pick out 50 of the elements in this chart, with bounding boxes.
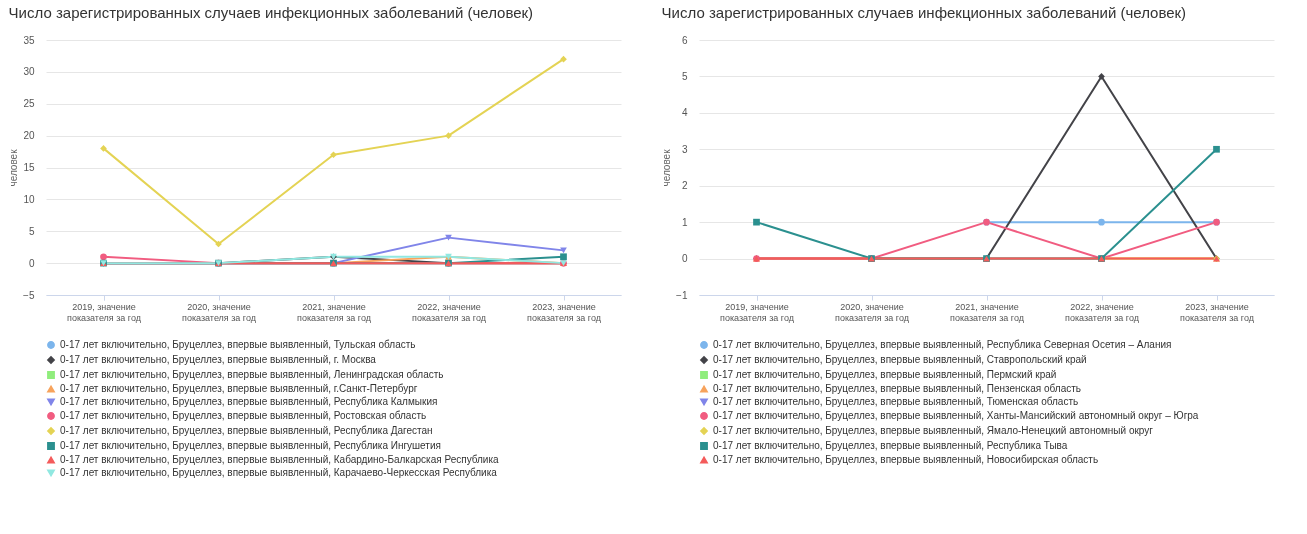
legend-label: 0-17 лет включительно, Бруцеллез, впервые выявленный, Ростовская область	[60, 410, 427, 421]
y-tick-label: 2	[681, 180, 688, 192]
x-tick-label: 2020, значение показателя за год	[182, 301, 257, 323]
legend-label: 0-17 лет включительно, Бруцеллез, впервые выявленный, Республика Северная Осетия – Алания	[713, 339, 1172, 350]
legend-label: 0-17 лет включительно, Бруцеллез, впервые выявленный, Республика Тыва	[713, 440, 1068, 451]
legend-label: 0-17 лет включительно, Бруцеллез, впервые выявленный, Ленинградская область	[60, 369, 444, 380]
legend-label: 0-17 лет включительно, Бруцеллез, впервые выявленный, Ставропольский край	[713, 354, 1087, 365]
legend-label: 0-17 лет включительно, Бруцеллез, впервые выявленный, г. Москва	[60, 354, 377, 365]
x-tick-label: 2022, значение показателя за год	[1065, 301, 1140, 323]
y-tick-label: 5	[681, 70, 688, 82]
legend-label: 0-17 лет включительно, Бруцеллез, впервые выявленный, Ямало-Ненецкий автономный округ	[713, 425, 1154, 436]
x-tick-label: 2023, значение показателя за год	[1180, 301, 1255, 323]
y-tick-label: 25	[23, 98, 35, 110]
chart-title: Число зарегистрированных случаев инфекционных заболеваний (человек)	[661, 4, 1187, 21]
x-tick-label: 2020, значение показателя за год	[835, 301, 910, 323]
x-tick-label: 2021, значение показателя за год	[297, 301, 372, 323]
y-tick-label: 20	[23, 130, 35, 142]
y-tick-label: 3	[681, 143, 688, 155]
legend-label: 0-17 лет включительно, Бруцеллез, впервые выявленный, Новосибирская область	[713, 454, 1099, 465]
legend-label: 0-17 лет включительно, Бруцеллез, впервые выявленный, Кабардино-Балкарская Республика	[60, 454, 500, 465]
x-tick-label: 2023, значение показателя за год	[527, 301, 602, 323]
y-tick-label: −1	[676, 289, 688, 301]
y-tick-label: 10	[23, 193, 35, 205]
y-tick-label: 6	[681, 34, 688, 46]
legend-label: 0-17 лет включительно, Бруцеллез, впервые выявленный, Карачаево-Черкесская Республика	[60, 467, 498, 478]
y-axis-title: человек	[8, 148, 20, 187]
y-tick-label: 0	[681, 253, 688, 265]
y-tick-label: 1	[681, 216, 688, 228]
y-tick-label: 0	[28, 257, 35, 269]
y-tick-label: 35	[23, 34, 35, 46]
legend-label: 0-17 лет включительно, Бруцеллез, впервые выявленный, Ханты-Мансийский автономный округ – Югра	[713, 410, 1199, 421]
y-tick-label: 4	[681, 107, 688, 119]
y-axis-title: человек	[661, 148, 673, 187]
chart-title: Число зарегистрированных случаев инфекционных заболеваний (человек)	[8, 4, 534, 21]
y-tick-label: 5	[28, 225, 35, 237]
x-tick-label: 2022, значение показателя за год	[412, 301, 487, 323]
legend-label: 0-17 лет включительно, Бруцеллез, впервые выявленный, Пензенская область	[713, 383, 1081, 394]
y-tick-label: −5	[23, 289, 35, 301]
legend-label: 0-17 лет включительно, Бруцеллез, впервые выявленный, г.Санкт-Петербург	[60, 383, 418, 394]
legend-label: 0-17 лет включительно, Бруцеллез, впервые выявленный, Пермский край	[713, 369, 1057, 380]
x-tick-label: 2019, значение показателя за год	[720, 301, 795, 323]
legend-label: 0-17 лет включительно, Бруцеллез, впервые выявленный, Республика Ингушетия	[60, 440, 441, 451]
legend-label: 0-17 лет включительно, Бруцеллез, впервые выявленный, Республика Дагестан	[60, 425, 433, 436]
y-tick-label: 30	[23, 66, 35, 78]
y-tick-label: 15	[23, 162, 35, 173]
x-tick-label: 2021, значение показателя за год	[950, 301, 1025, 323]
legend-label: 0-17 лет включительно, Бруцеллез, впервые выявленный, Республика Калмыкия	[60, 396, 438, 407]
legend-label: 0-17 лет включительно, Бруцеллез, впервые выявленный, Тульская область	[60, 339, 416, 350]
x-tick-label: 2019, значение показателя за год	[67, 301, 142, 323]
legend-label: 0-17 лет включительно, Бруцеллез, впервые выявленный, Тюменская область	[713, 396, 1079, 407]
